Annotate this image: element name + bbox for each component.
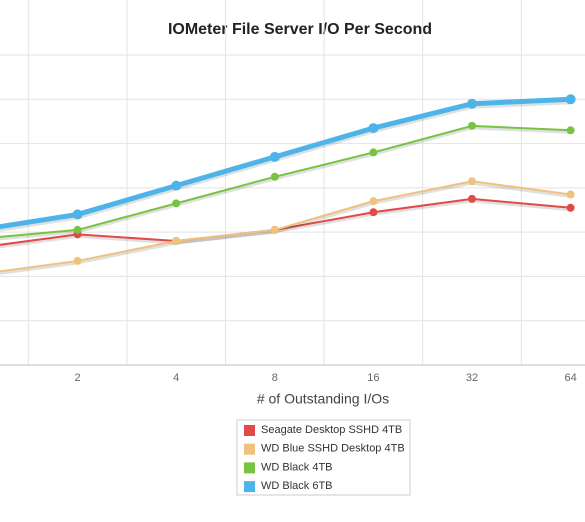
plot-area <box>0 0 585 366</box>
point <box>369 208 378 217</box>
x-tick-label: 8 <box>272 372 278 384</box>
legend-swatch <box>244 462 255 474</box>
x-tick-label: 32 <box>466 372 478 384</box>
point <box>269 151 280 162</box>
x-tick-label: 64 <box>564 372 576 384</box>
point <box>73 225 82 234</box>
chart-title: IOMeter File Server I/O Per Second <box>168 21 432 38</box>
point <box>171 180 182 191</box>
point <box>468 194 476 203</box>
point <box>369 148 378 157</box>
point <box>369 197 378 206</box>
point <box>270 225 279 234</box>
point <box>468 121 476 130</box>
legend-swatch <box>244 481 255 493</box>
point <box>566 126 575 135</box>
point <box>467 98 477 109</box>
x-axis-title: # of Outstanding I/Os <box>257 391 389 407</box>
point <box>468 177 476 186</box>
x-tick-label: 4 <box>173 372 179 384</box>
legend-swatch <box>244 425 255 436</box>
series-line <box>0 96 571 230</box>
point <box>566 203 575 212</box>
legend-label: Seagate Desktop SSHD 4TB <box>261 424 402 436</box>
series-line <box>0 197 571 246</box>
point <box>565 94 576 105</box>
legend-label: WD Black 6TB <box>261 480 333 492</box>
legend <box>236 419 411 496</box>
line-shadow <box>0 199 571 249</box>
point <box>566 190 575 199</box>
legend-swatch <box>244 443 255 455</box>
x-tick-label: 2 <box>75 372 81 384</box>
x-tick-label: 16 <box>367 372 379 384</box>
point <box>72 209 83 220</box>
point <box>368 123 379 134</box>
legend-label: WD Blue SSHD Desktop 4TB <box>261 443 405 455</box>
point <box>270 172 279 181</box>
legend-label: WD Black 4TB <box>261 461 333 473</box>
point <box>73 256 82 265</box>
point <box>172 199 181 208</box>
point <box>172 237 181 245</box>
